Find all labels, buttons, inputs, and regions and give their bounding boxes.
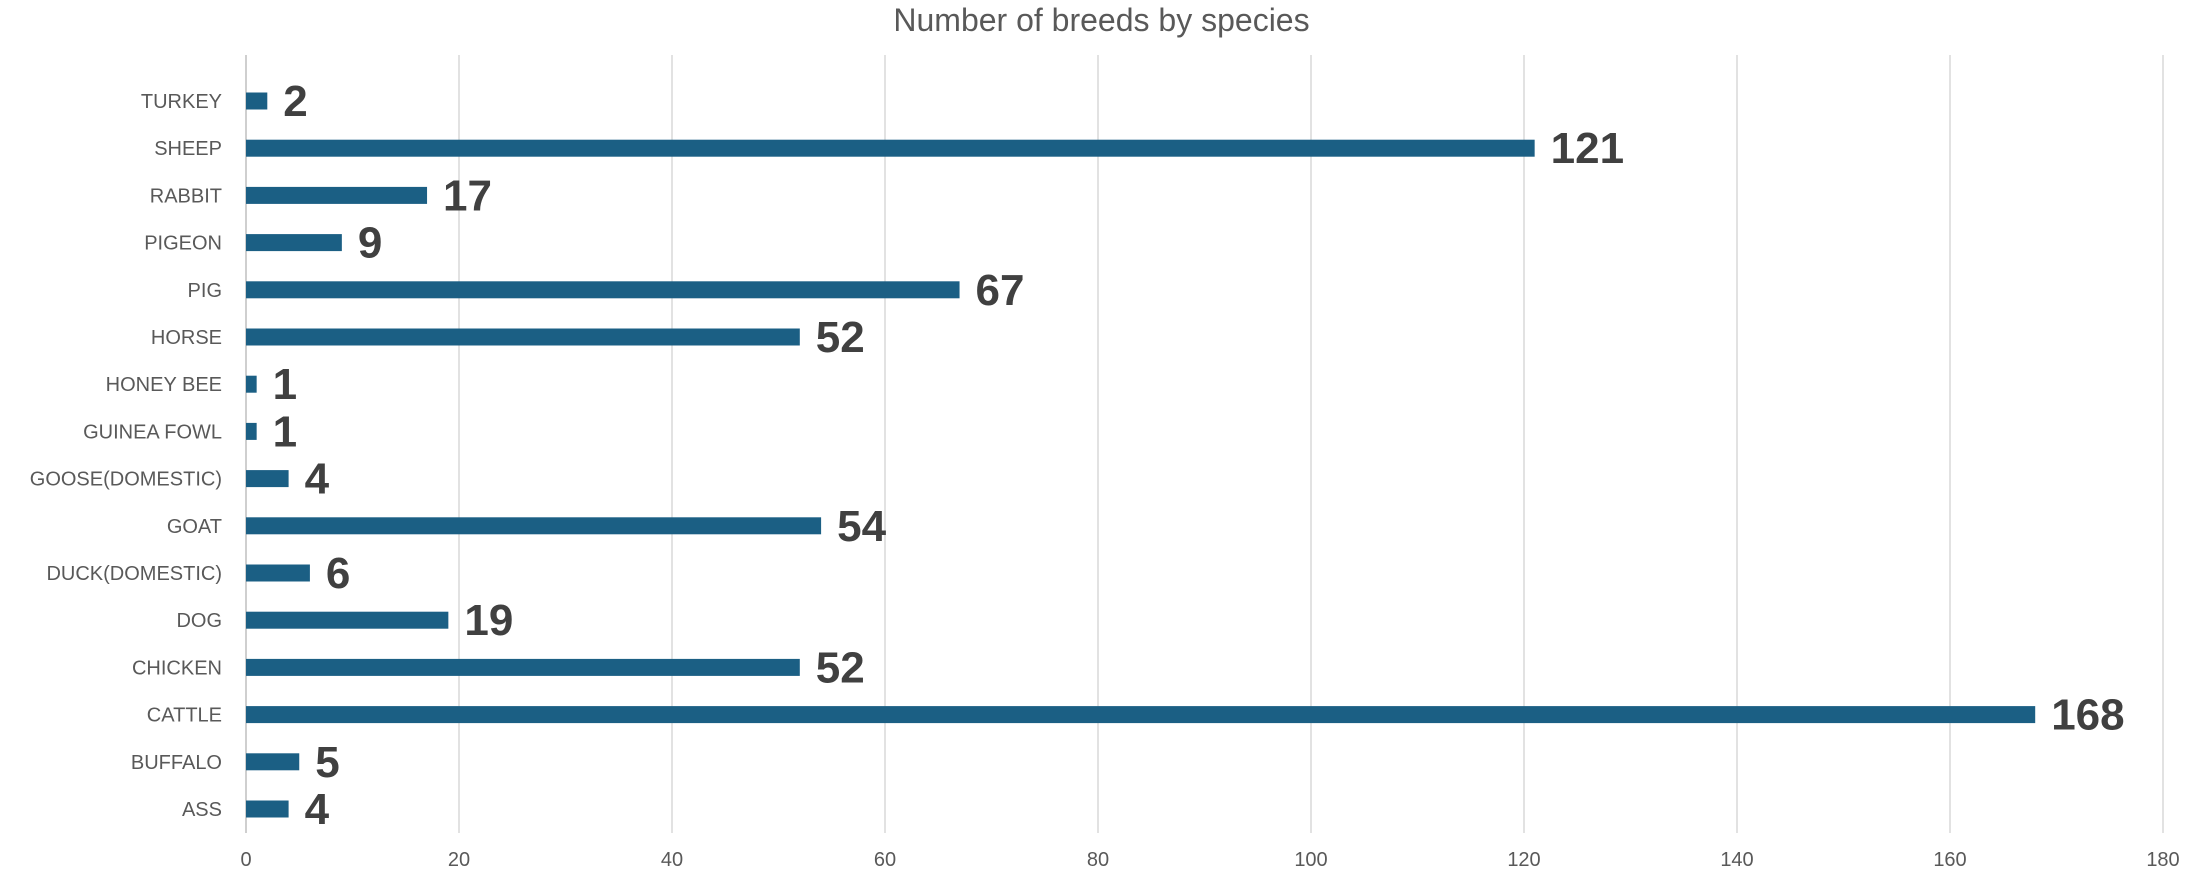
category-label: TURKEY xyxy=(141,91,222,113)
data-label: 9 xyxy=(358,219,382,268)
category-label: DOG xyxy=(176,610,222,632)
bar-turkey xyxy=(246,92,268,110)
category-label: SHEEP xyxy=(154,138,222,160)
data-label: 1 xyxy=(273,407,297,456)
category-label: RABBIT xyxy=(150,185,222,207)
bar-pig xyxy=(246,281,960,299)
data-label: 2 xyxy=(283,77,307,126)
bar-duck-domestic- xyxy=(246,564,310,582)
bar-honey-bee xyxy=(246,375,257,393)
x-tick-label: 100 xyxy=(1294,849,1327,871)
category-label: CATTLE xyxy=(147,705,222,727)
data-label: 4 xyxy=(305,785,330,834)
bar-pigeon xyxy=(246,234,342,252)
data-label: 5 xyxy=(315,738,339,787)
x-tick-label: 140 xyxy=(1720,849,1753,871)
category-label: GUINEA FOWL xyxy=(83,421,222,443)
bar-dog xyxy=(246,611,449,629)
x-tick-label: 80 xyxy=(1087,849,1109,871)
x-tick-label: 0 xyxy=(240,849,251,871)
x-tick-label: 60 xyxy=(874,849,896,871)
bar-rabbit xyxy=(246,186,428,204)
data-label: 54 xyxy=(837,502,886,551)
x-tick-label: 120 xyxy=(1507,849,1540,871)
data-label: 4 xyxy=(305,455,330,504)
data-label: 1 xyxy=(273,360,297,409)
category-label: DUCK(DOMESTIC) xyxy=(46,563,222,585)
chart-title: Number of breeds by species xyxy=(893,2,1310,38)
category-label: PIG xyxy=(188,280,222,302)
data-label: 19 xyxy=(464,596,513,645)
x-tick-label: 40 xyxy=(661,849,683,871)
data-label: 168 xyxy=(2051,691,2124,740)
data-label: 121 xyxy=(1551,124,1624,173)
bar-buffalo xyxy=(246,753,300,771)
x-tick-label: 180 xyxy=(2146,849,2179,871)
category-label: GOOSE(DOMESTIC) xyxy=(30,469,222,491)
data-label: 52 xyxy=(816,643,865,692)
data-label: 52 xyxy=(816,313,865,362)
bar-goose-domestic- xyxy=(246,470,289,488)
category-label: GOAT xyxy=(167,516,222,538)
category-label: CHICKEN xyxy=(132,657,222,679)
bar-guinea-fowl xyxy=(246,422,257,440)
category-label: ASS xyxy=(182,799,222,821)
category-label: BUFFALO xyxy=(131,752,222,774)
x-tick-label: 20 xyxy=(448,849,470,871)
category-label: HORSE xyxy=(151,327,222,349)
bar-chicken xyxy=(246,658,800,676)
bar-cattle xyxy=(246,706,2036,724)
bar-horse xyxy=(246,328,800,346)
bar-sheep xyxy=(246,139,1535,157)
data-label: 67 xyxy=(976,266,1025,315)
data-label: 17 xyxy=(443,171,492,220)
bar-goat xyxy=(246,517,822,535)
data-label: 6 xyxy=(326,549,350,598)
category-label: HONEY BEE xyxy=(106,374,222,396)
x-tick-label: 160 xyxy=(1933,849,1966,871)
category-label: PIGEON xyxy=(144,233,222,255)
bar-ass xyxy=(246,800,289,818)
